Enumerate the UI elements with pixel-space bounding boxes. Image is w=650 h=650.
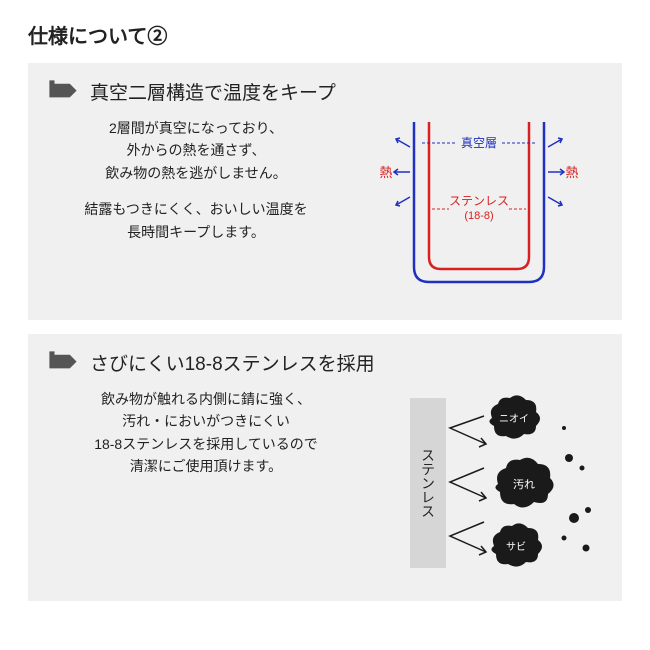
blob-label: サビ	[506, 541, 526, 553]
heat-label-right: 熱	[565, 165, 578, 180]
section-title: さびにくい18-8ステンレスを採用	[90, 349, 375, 376]
section-body: 飲み物が触れる内側に錆に強く、汚れ・においがつきにくい18-8ステンレスを採用し…	[46, 388, 604, 583]
stainless-sublabel: (18-8)	[464, 210, 493, 222]
section-stainless: さびにくい18-8ステンレスを採用 飲み物が触れる内側に錆に強く、汚れ・においが…	[28, 334, 622, 601]
blob-label: ニオイ	[499, 413, 529, 425]
pointer-icon	[46, 348, 80, 376]
section-text: 2層間が真空になっており、外からの熱を通さず、飲み物の熱を逃がしません。 結露も…	[46, 117, 354, 243]
vacuum-diagram: 真空層 ステンレス (18-8) 熱	[354, 117, 604, 302]
blob-label: 汚れ	[513, 478, 535, 491]
section-header: 真空二層構造で温度をキープ	[46, 77, 604, 105]
bar-label: ステンレス	[420, 448, 436, 518]
section-body: 2層間が真空になっており、外からの熱を通さず、飲み物の熱を逃がしません。 結露も…	[46, 117, 604, 302]
page-title: 仕様について②	[28, 20, 622, 49]
section-title: 真空二層構造で温度をキープ	[90, 78, 336, 105]
vacuum-label: 真空層	[461, 136, 497, 150]
paragraph: 2層間が真空になっており、外からの熱を通さず、飲み物の熱を逃がしません。	[46, 117, 346, 184]
pointer-icon	[46, 77, 80, 105]
section-text: 飲み物が触れる内側に錆に強く、汚れ・においがつきにくい18-8ステンレスを採用し…	[46, 388, 374, 478]
section-vacuum: 真空二層構造で温度をキープ 2層間が真空になっており、外からの熱を通さず、飲み物…	[28, 63, 622, 320]
paragraph: 結露もつきにくく、おいしい温度を長時間キープします。	[46, 198, 346, 243]
section-header: さびにくい18-8ステンレスを採用	[46, 348, 604, 376]
heat-label-left: 熱	[379, 165, 392, 180]
stainless-label: ステンレス	[449, 194, 509, 208]
stainless-diagram: ステンレス ニオイ 汚れ	[374, 388, 604, 583]
paragraph: 飲み物が触れる内側に錆に強く、汚れ・においがつきにくい18-8ステンレスを採用し…	[46, 388, 366, 478]
